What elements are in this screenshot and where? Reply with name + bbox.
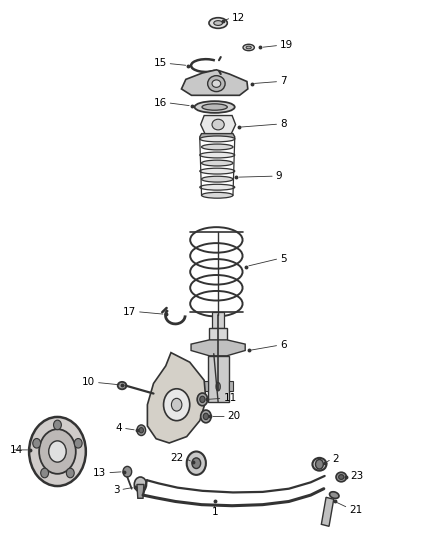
Polygon shape: [203, 381, 208, 391]
Ellipse shape: [339, 474, 344, 479]
Circle shape: [29, 417, 86, 486]
Ellipse shape: [212, 119, 224, 130]
Polygon shape: [191, 340, 245, 356]
Polygon shape: [209, 328, 227, 348]
Circle shape: [163, 389, 190, 421]
Text: 23: 23: [350, 472, 363, 481]
Ellipse shape: [212, 80, 221, 87]
Text: 21: 21: [349, 505, 362, 515]
Ellipse shape: [208, 76, 225, 92]
Polygon shape: [201, 116, 236, 139]
Circle shape: [134, 477, 147, 492]
Polygon shape: [200, 134, 235, 139]
Text: 7: 7: [280, 77, 287, 86]
Ellipse shape: [201, 176, 233, 182]
Circle shape: [53, 420, 61, 430]
Circle shape: [39, 429, 76, 474]
Circle shape: [137, 425, 146, 435]
Text: 9: 9: [276, 171, 283, 181]
Ellipse shape: [243, 44, 254, 51]
Ellipse shape: [201, 144, 233, 150]
Circle shape: [171, 398, 182, 411]
Circle shape: [201, 410, 211, 423]
Polygon shape: [208, 356, 229, 402]
Circle shape: [200, 396, 205, 402]
Ellipse shape: [209, 18, 227, 28]
Circle shape: [74, 439, 82, 448]
Circle shape: [187, 451, 206, 475]
Text: 12: 12: [232, 13, 245, 23]
Circle shape: [192, 458, 201, 469]
Ellipse shape: [201, 160, 233, 166]
Text: 13: 13: [93, 468, 106, 478]
Text: 6: 6: [280, 340, 287, 350]
Text: 1: 1: [211, 507, 218, 517]
Circle shape: [49, 441, 66, 462]
Ellipse shape: [216, 382, 220, 391]
Text: 20: 20: [228, 411, 241, 422]
Ellipse shape: [200, 152, 235, 158]
Text: 3: 3: [113, 485, 120, 495]
Circle shape: [123, 466, 132, 477]
Ellipse shape: [329, 492, 339, 498]
Text: 4: 4: [116, 423, 122, 433]
Polygon shape: [229, 381, 233, 391]
Text: 11: 11: [223, 393, 237, 403]
Ellipse shape: [200, 168, 235, 174]
Ellipse shape: [118, 382, 127, 389]
Circle shape: [66, 468, 74, 478]
Ellipse shape: [336, 472, 346, 482]
Text: 15: 15: [153, 59, 166, 68]
Ellipse shape: [312, 458, 326, 471]
Circle shape: [139, 427, 144, 433]
Circle shape: [315, 459, 323, 469]
Ellipse shape: [214, 21, 223, 26]
Ellipse shape: [200, 136, 235, 142]
Ellipse shape: [202, 104, 227, 110]
Text: 10: 10: [81, 377, 95, 387]
Ellipse shape: [201, 192, 233, 198]
Ellipse shape: [194, 101, 235, 113]
FancyBboxPatch shape: [321, 497, 334, 526]
Text: 5: 5: [280, 254, 287, 263]
Polygon shape: [181, 70, 248, 95]
Text: 16: 16: [153, 98, 166, 108]
Text: 22: 22: [170, 453, 183, 463]
Polygon shape: [212, 312, 224, 328]
Text: 8: 8: [280, 119, 287, 129]
Circle shape: [41, 468, 49, 478]
Circle shape: [197, 393, 208, 406]
Ellipse shape: [200, 184, 235, 190]
Circle shape: [33, 439, 41, 448]
Text: 14: 14: [11, 445, 24, 455]
Ellipse shape: [246, 46, 251, 49]
Polygon shape: [137, 484, 144, 498]
Text: 17: 17: [123, 306, 136, 317]
Text: 19: 19: [280, 41, 293, 50]
Text: 2: 2: [332, 454, 339, 464]
Circle shape: [203, 413, 208, 419]
Polygon shape: [148, 353, 206, 443]
